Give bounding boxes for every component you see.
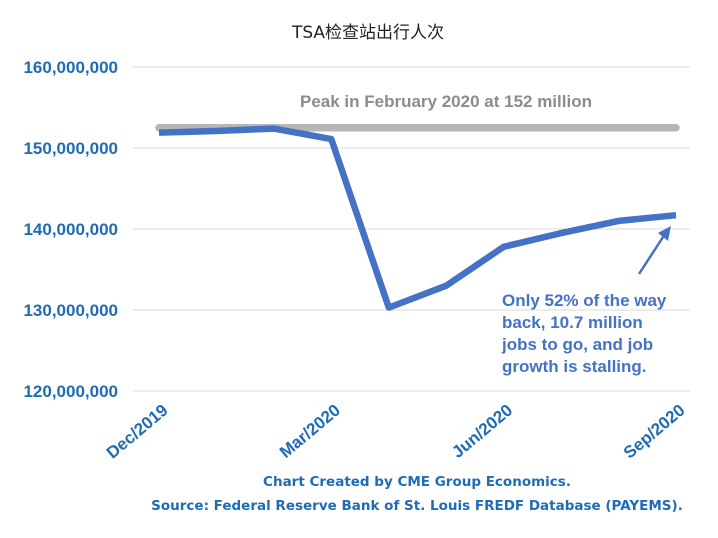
source-line: Chart Created by CME Group Economics. (263, 474, 571, 490)
annotation-arrow (637, 226, 671, 275)
y-tick-label: 130,000,000 (23, 301, 118, 320)
gridlines (133, 66, 690, 392)
y-tick-label: 160,000,000 (23, 58, 118, 77)
annotation-line: growth is stalling. (502, 357, 647, 376)
x-tick-label: Jun/2020 (448, 401, 516, 462)
series-lines (155, 124, 680, 311)
annotation-line: back, 10.7 million (502, 313, 643, 332)
y-tick-label: 150,000,000 (23, 139, 118, 158)
source-note: Chart Created by CME Group Economics. Sou… (151, 474, 683, 514)
y-tick-label: 120,000,000 (23, 382, 118, 401)
series-line-employment (158, 125, 677, 311)
x-axis-tick-labels: Dec/2019 Mar/2020 Jun/2020 Sep/2020 (103, 401, 689, 463)
peak-annotation: Peak in February 2020 at 152 million (300, 92, 592, 111)
y-tick-label: 140,000,000 (23, 220, 118, 239)
x-tick-label: Dec/2019 (103, 401, 172, 463)
x-tick-label: Sep/2020 (620, 401, 689, 463)
annotation-line: Only 52% of the way (502, 291, 667, 310)
chart-title: TSA检查站出行人次 (291, 23, 444, 43)
annotation-line: jobs to go, and job (501, 335, 653, 354)
y-axis-tick-labels: 120,000,000 130,000,000 140,000,000 150,000… (23, 58, 118, 401)
stalling-annotation: Only 52% of the way back, 10.7 million job… (501, 291, 667, 376)
x-tick-label: Mar/2020 (276, 401, 344, 462)
source-line: Source: Federal Reserve Bank of St. Loui… (151, 498, 683, 514)
